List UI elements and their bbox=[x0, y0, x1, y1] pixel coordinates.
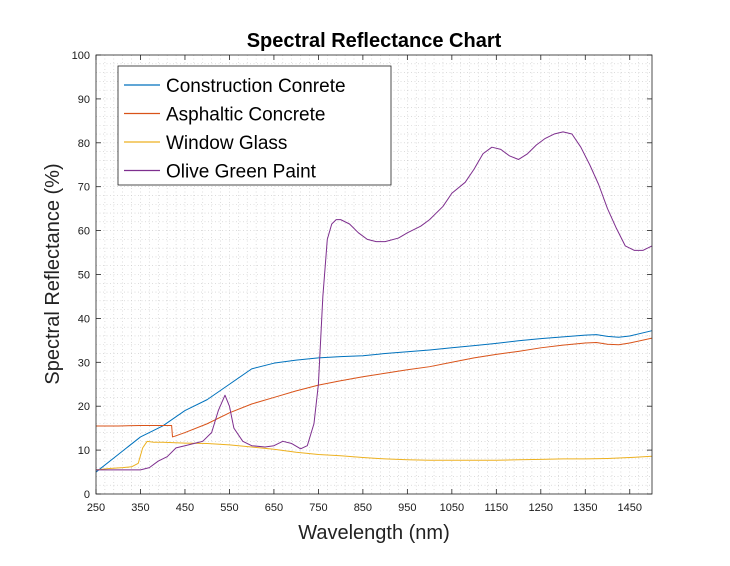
series-lines bbox=[95, 131, 653, 473]
series-line-0 bbox=[95, 330, 653, 473]
series-line-2 bbox=[95, 440, 653, 471]
y-tick-label: 80 bbox=[78, 138, 90, 150]
series-line-3 bbox=[96, 131, 653, 471]
x-tick-label: 550 bbox=[220, 502, 238, 514]
x-tick-label: 1050 bbox=[440, 502, 464, 514]
x-tick-label: 1150 bbox=[484, 502, 508, 514]
y-tick-label: 10 bbox=[78, 445, 90, 457]
x-tick-label: 250 bbox=[87, 502, 105, 514]
legend-label: Asphaltic Concrete bbox=[166, 105, 325, 126]
x-tick-label: 450 bbox=[176, 502, 194, 514]
y-tick-label: 90 bbox=[78, 94, 90, 106]
axis-ticks: 250 350 450 550 650 750 850 950 1050 1150 1250 1350… bbox=[72, 50, 652, 514]
y-tick-label: 50 bbox=[78, 270, 90, 282]
legend: Construction Conrete Asphaltic Concrete Wi… bbox=[117, 65, 392, 186]
chart-title: Spectral Reflectance Chart bbox=[247, 30, 502, 52]
legend-label: Construction Conrete bbox=[166, 76, 346, 97]
x-tick-label: 1450 bbox=[618, 502, 642, 514]
legend-label: Olive Green Paint bbox=[166, 162, 317, 183]
legend-box bbox=[117, 65, 392, 186]
x-tick-label: 350 bbox=[131, 502, 149, 514]
y-tick-label: 60 bbox=[78, 226, 90, 238]
y-tick-label: 40 bbox=[78, 313, 90, 325]
y-axis-label: Spectral Reflectance (%) bbox=[42, 163, 64, 384]
x-tick-label: 850 bbox=[354, 502, 372, 514]
x-tick-label: 650 bbox=[265, 502, 283, 514]
y-tick-label: 70 bbox=[78, 182, 90, 194]
y-tick-label: 20 bbox=[78, 401, 90, 413]
legend-label: Window Glass bbox=[166, 133, 287, 154]
series-line-1 bbox=[96, 337, 653, 438]
y-tick-label: 0 bbox=[84, 489, 90, 501]
x-axis-label: Wavelength (nm) bbox=[298, 522, 450, 544]
x-tick-label: 950 bbox=[398, 502, 416, 514]
x-tick-label: 1350 bbox=[573, 502, 597, 514]
y-tick-label: 30 bbox=[78, 357, 90, 369]
x-tick-label: 750 bbox=[309, 502, 327, 514]
y-tick-label: 100 bbox=[72, 50, 90, 62]
x-tick-label: 1250 bbox=[529, 502, 553, 514]
